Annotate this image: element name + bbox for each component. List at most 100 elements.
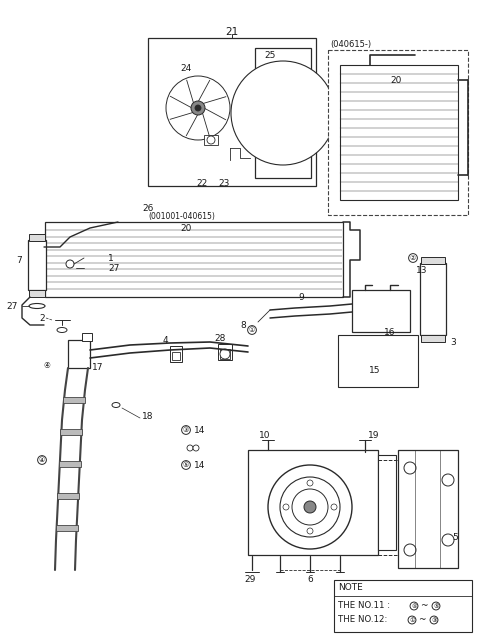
- Text: ④: ④: [39, 457, 45, 463]
- Circle shape: [283, 504, 289, 510]
- Bar: [28, 240, 46, 290]
- Text: ③: ③: [183, 427, 189, 433]
- Circle shape: [207, 136, 215, 144]
- Text: (001001-040615): (001001-040615): [148, 211, 215, 220]
- Text: 22: 22: [196, 178, 207, 187]
- Bar: [340, 65, 458, 200]
- Bar: [29, 290, 45, 297]
- Text: 17: 17: [92, 363, 104, 372]
- Bar: [29, 234, 45, 241]
- Text: 3: 3: [450, 337, 456, 346]
- Bar: [378, 455, 396, 550]
- Circle shape: [442, 474, 454, 486]
- Circle shape: [331, 504, 337, 510]
- Circle shape: [187, 445, 193, 451]
- Text: ~: ~: [420, 601, 428, 611]
- Bar: [338, 335, 418, 387]
- Bar: [204, 135, 218, 145]
- Text: 4: 4: [162, 336, 168, 345]
- Circle shape: [404, 462, 416, 474]
- Bar: [352, 290, 410, 332]
- Text: THE NO.12:: THE NO.12:: [338, 616, 387, 625]
- Text: ~: ~: [418, 616, 426, 625]
- Bar: [220, 349, 230, 359]
- Bar: [68, 340, 90, 368]
- Ellipse shape: [29, 303, 45, 308]
- Text: 28: 28: [214, 334, 226, 343]
- Circle shape: [442, 534, 454, 546]
- Text: ①: ①: [409, 618, 415, 623]
- Text: 24: 24: [180, 64, 191, 73]
- Circle shape: [166, 76, 230, 140]
- Text: 8: 8: [240, 321, 246, 330]
- Text: 15: 15: [369, 366, 381, 375]
- Text: ④: ④: [411, 603, 417, 609]
- Bar: [398, 450, 458, 568]
- Bar: [63, 397, 85, 403]
- Ellipse shape: [112, 402, 120, 408]
- Text: 14: 14: [194, 426, 205, 435]
- Bar: [334, 580, 472, 632]
- Bar: [421, 257, 445, 264]
- Circle shape: [307, 528, 313, 534]
- Text: ②: ②: [410, 255, 416, 261]
- Text: 26: 26: [142, 204, 154, 213]
- Circle shape: [307, 480, 313, 486]
- Text: 19: 19: [368, 430, 380, 439]
- Circle shape: [195, 105, 201, 111]
- Bar: [60, 429, 83, 435]
- Bar: [56, 525, 78, 531]
- Bar: [170, 346, 182, 362]
- Text: 13: 13: [416, 265, 428, 274]
- Bar: [82, 333, 92, 341]
- Circle shape: [191, 101, 205, 115]
- Bar: [59, 461, 81, 467]
- Bar: [45, 222, 343, 297]
- Text: 25: 25: [264, 50, 276, 59]
- Text: 27: 27: [108, 263, 120, 272]
- Text: 14: 14: [194, 460, 205, 469]
- Text: 1: 1: [108, 254, 114, 263]
- Text: 9: 9: [298, 292, 304, 301]
- Text: (040615-): (040615-): [330, 39, 371, 48]
- Text: 7: 7: [16, 256, 22, 265]
- Text: 5: 5: [452, 533, 458, 542]
- Text: 2: 2: [39, 314, 45, 323]
- Bar: [328, 50, 468, 215]
- Text: ③: ③: [431, 618, 437, 623]
- Text: 29: 29: [244, 574, 256, 583]
- Text: ④: ④: [43, 361, 50, 370]
- Bar: [421, 335, 445, 342]
- Text: 18: 18: [142, 412, 154, 421]
- Text: 20: 20: [180, 223, 192, 232]
- Ellipse shape: [57, 328, 67, 332]
- Text: 27: 27: [7, 301, 18, 310]
- Text: ⑤: ⑤: [433, 603, 439, 609]
- Circle shape: [292, 489, 328, 525]
- Bar: [420, 263, 446, 335]
- Text: THE NO.11 :: THE NO.11 :: [338, 601, 390, 611]
- Circle shape: [304, 501, 316, 513]
- Circle shape: [268, 465, 352, 549]
- Bar: [148, 38, 316, 186]
- Bar: [248, 450, 378, 555]
- Text: 20: 20: [390, 75, 401, 84]
- Bar: [218, 344, 232, 360]
- Bar: [255, 48, 311, 178]
- Circle shape: [66, 260, 74, 268]
- Bar: [57, 493, 79, 499]
- Text: 16: 16: [384, 328, 396, 337]
- Text: ⑤: ⑤: [183, 462, 189, 468]
- Bar: [172, 352, 180, 360]
- Text: ①: ①: [249, 327, 255, 333]
- Circle shape: [231, 61, 335, 165]
- Circle shape: [280, 477, 340, 537]
- Text: 21: 21: [226, 27, 239, 37]
- Circle shape: [220, 349, 230, 359]
- Circle shape: [404, 544, 416, 556]
- Text: 23: 23: [218, 178, 229, 187]
- Text: NOTE: NOTE: [338, 583, 363, 592]
- Text: 6: 6: [307, 574, 313, 583]
- Text: 10: 10: [259, 430, 271, 439]
- Circle shape: [193, 445, 199, 451]
